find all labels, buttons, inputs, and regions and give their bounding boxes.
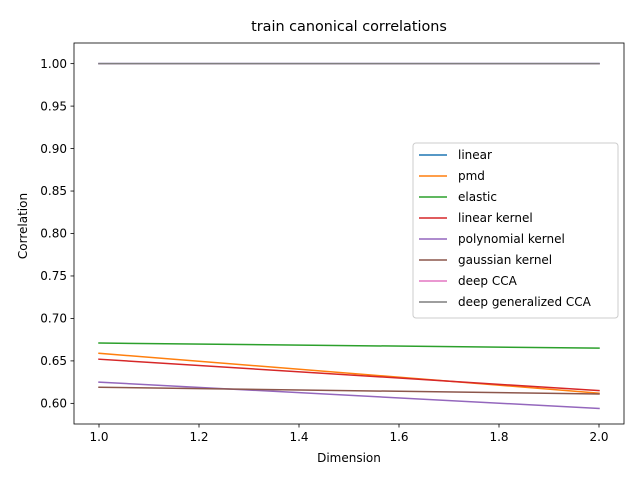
series-line-6	[98, 386, 600, 395]
series-line-5	[98, 381, 600, 410]
chart-title: train canonical correlations	[251, 19, 447, 35]
x-tick-label: 1.8	[489, 430, 508, 444]
y-tick-label: 0.65	[40, 354, 67, 368]
y-tick-label: 0.85	[40, 184, 67, 198]
y-tick-label: 0.60	[40, 397, 67, 411]
legend-label: linear	[458, 148, 492, 162]
legend-label: gaussian kernel	[458, 253, 552, 267]
x-tick-label: 1.0	[89, 430, 108, 444]
legend-label: polynomial kernel	[458, 232, 565, 246]
legend-label: deep generalized CCA	[458, 295, 592, 309]
x-tick-label: 1.2	[189, 430, 208, 444]
legend: linear pmd elastic linear kernel polynomial …	[412, 142, 619, 319]
plot-area: 1.0 1.2 1.4 1.6 1.8 2.0 0.60 0.65 0.70 0.75 0.80 0.…	[40, 42, 625, 444]
legend-label: pmd	[458, 169, 485, 183]
y-tick-label: 0.70	[40, 312, 67, 326]
y-tick-label: 0.95	[40, 99, 67, 113]
x-axis-label: Dimension	[317, 451, 381, 465]
legend-label: linear kernel	[458, 211, 533, 225]
legend-label: deep CCA	[458, 274, 518, 288]
y-axis-label: Correlation	[16, 193, 30, 259]
x-tick-label: 2.0	[589, 430, 608, 444]
series-line-2	[98, 352, 600, 394]
series-line-4	[98, 358, 600, 392]
y-tick-label: 0.80	[40, 227, 67, 241]
series-line-3	[98, 342, 600, 349]
x-tick-label: 1.4	[289, 430, 308, 444]
legend-box	[412, 142, 619, 319]
legend-label: elastic	[458, 190, 497, 204]
y-tick-label: 1.00	[40, 57, 67, 71]
y-tick-label: 0.75	[40, 269, 67, 283]
x-tick-label: 1.6	[389, 430, 408, 444]
y-tick-label: 0.90	[40, 142, 67, 156]
